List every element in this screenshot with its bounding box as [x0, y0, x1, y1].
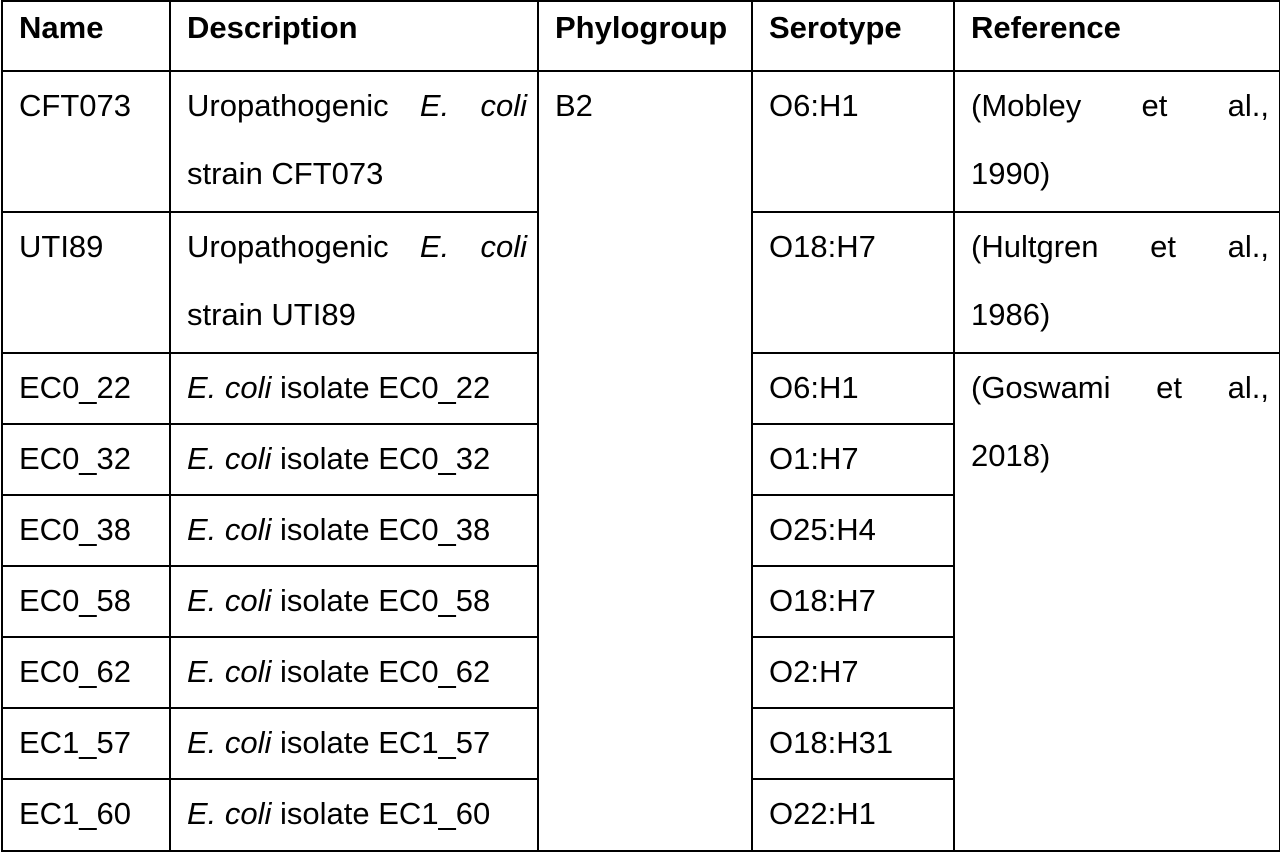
species-name: E. coli — [187, 441, 272, 476]
cell-serotype: O25:H4 — [751, 494, 955, 567]
cell-serotype: O1:H7 — [751, 423, 955, 496]
cell-description: Uropathogenic E. coli strain CFT073 — [169, 70, 539, 213]
cell-serotype: O6:H1 — [751, 70, 955, 213]
cell-reference: (Hultgren et al., 1986) — [953, 211, 1280, 354]
cell-name: EC0_62 — [1, 636, 171, 709]
species-name: E. coli — [187, 583, 272, 618]
reference-citation: (Mobley et al., — [971, 88, 1269, 123]
table-row: EC0_62 E. coli isolate EC0_62 O2:H7 — [1, 636, 1280, 709]
cell-description: E. coli isolate EC0_58 — [169, 565, 539, 638]
description-text: Uropathogenic E. coli strain CFT073 — [187, 88, 528, 191]
cell-description: E. coli isolate EC0_38 — [169, 494, 539, 567]
cell-serotype: O2:H7 — [751, 636, 955, 709]
cell-name: EC0_38 — [1, 494, 171, 567]
species-name: E. coli — [419, 229, 528, 264]
table-row: UTI89 Uropathogenic E. coli strain UTI89… — [1, 211, 1280, 354]
cell-serotype: O18:H7 — [751, 211, 955, 354]
header-row: Name Description Phylogroup Serotype Ref… — [1, 0, 1280, 72]
table-row: EC1_57 E. coli isolate EC1_57 O18:H31 — [1, 707, 1280, 780]
species-name: E. coli — [419, 88, 528, 123]
table-row: EC0_58 E. coli isolate EC0_58 O18:H7 — [1, 565, 1280, 638]
species-name: E. coli — [187, 512, 272, 547]
cell-serotype: O18:H7 — [751, 565, 955, 638]
table-row: EC0_22 E. coli isolate EC0_22 O6:H1 (Gos… — [1, 352, 1280, 852]
cell-phylogroup: B2 — [537, 70, 753, 852]
cell-name: EC0_58 — [1, 565, 171, 638]
reference-citation: (Goswami et al., — [971, 370, 1269, 405]
cell-serotype: O6:H1 — [751, 352, 955, 425]
table-row: CFT073 Uropathogenic E. coli strain CFT0… — [1, 70, 1280, 852]
cell-reference: (Mobley et al., 1990) — [953, 70, 1280, 213]
cell-description: E. coli isolate EC0_32 — [169, 423, 539, 496]
table-row: EC0_32 E. coli isolate EC0_32 O1:H7 — [1, 423, 1280, 496]
species-name: E. coli — [187, 796, 272, 831]
cell-name: EC0_32 — [1, 423, 171, 496]
header-phylogroup: Phylogroup — [537, 0, 753, 72]
table-row: EC0_38 E. coli isolate EC0_38 O25:H4 — [1, 494, 1280, 567]
header-description: Description — [169, 0, 539, 72]
cell-name: EC0_22 — [1, 352, 171, 425]
species-name: E. coli — [187, 654, 272, 689]
species-name: E. coli — [187, 725, 272, 760]
reference-citation: (Hultgren et al., — [971, 229, 1269, 264]
cell-description: E. coli isolate EC0_62 — [169, 636, 539, 709]
table-row: EC1_60 E. coli isolate EC1_60 O22:H1 — [1, 778, 1280, 852]
cell-description: E. coli isolate EC0_22 — [169, 352, 539, 425]
cell-name: CFT073 — [1, 70, 171, 213]
description-text: Uropathogenic E. coli strain UTI89 — [187, 229, 528, 332]
cell-serotype: O22:H1 — [751, 778, 955, 852]
cell-name: UTI89 — [1, 211, 171, 354]
species-name: E. coli — [187, 370, 272, 405]
header-serotype: Serotype — [751, 0, 955, 72]
cell-description: Uropathogenic E. coli strain UTI89 — [169, 211, 539, 354]
cell-name: EC1_60 — [1, 778, 171, 852]
cell-description: E. coli isolate EC1_60 — [169, 778, 539, 852]
cell-description: E. coli isolate EC1_57 — [169, 707, 539, 780]
cell-reference: (Goswami et al., 2018) — [953, 352, 1280, 852]
header-name: Name — [1, 0, 171, 72]
cell-serotype: O18:H31 — [751, 707, 955, 780]
header-reference: Reference — [953, 0, 1280, 72]
cell-name: EC1_57 — [1, 707, 171, 780]
